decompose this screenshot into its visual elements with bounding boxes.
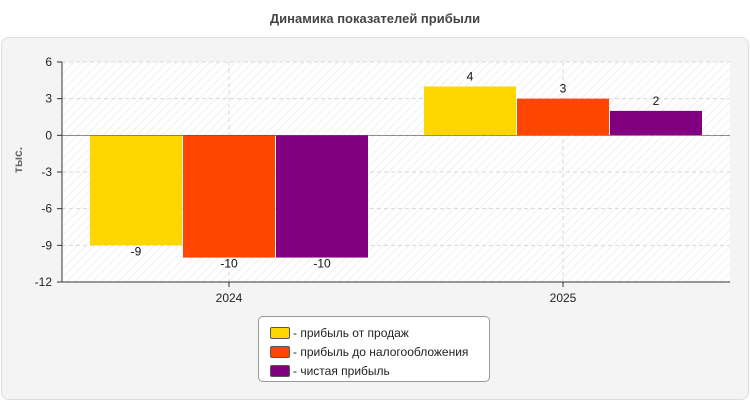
y-tick-label: -6: [41, 202, 52, 216]
legend-swatch-pretax-profit: [270, 345, 290, 358]
legend-label-pretax-profit: - прибыль до налогообложения: [293, 344, 469, 359]
legend: - прибыль от продаж - прибыль до налогоо…: [258, 316, 490, 382]
chart-title: Динамика показателей прибыли: [269, 11, 481, 26]
y-tick-label: 3: [45, 92, 52, 106]
bar-2024-2: [183, 135, 275, 258]
y-tick-label: 6: [45, 55, 52, 69]
y-tick-label: -3: [41, 165, 52, 179]
y-tick-label: -12: [35, 275, 53, 289]
legend-item-net-profit: - чистая прибыль: [259, 361, 489, 380]
bars: [90, 86, 702, 258]
legend-swatch-net-profit: [270, 364, 290, 377]
legend-item-pretax-profit: - прибыль до налогообложения: [259, 342, 489, 361]
bar-2024-1: [90, 135, 182, 246]
legend-label-sales-profit: - прибыль от продаж: [293, 325, 409, 340]
x-tick-label: 2024: [216, 291, 243, 305]
legend-label-net-profit: - чистая прибыль: [293, 363, 390, 378]
y-tick-label: 0: [45, 128, 52, 142]
bar-2025-2: [517, 98, 609, 136]
bar-label-2025-2: 3: [560, 82, 567, 96]
bar-2025-1: [424, 86, 516, 136]
x-tick-label: 2025: [550, 291, 577, 305]
y-tick-label: -9: [41, 238, 52, 252]
bar-label-2024-2: -10: [220, 257, 238, 271]
bar-label-2025-1: 4: [467, 69, 474, 83]
bar-label-2025-3: 2: [653, 94, 660, 108]
axes: -12 -9 -6 -3 0 3 6 2024 2025: [35, 55, 730, 305]
y-axis-label: тыс.: [11, 147, 25, 173]
bar-2024-3: [276, 135, 368, 258]
legend-item-sales-profit: - прибыль от продаж: [259, 323, 489, 342]
bar-2025-3: [610, 110, 702, 136]
bar-label-2024-1: -9: [131, 244, 142, 258]
bar-label-2024-3: -10: [313, 257, 331, 271]
data-labels: -9 -10 -10 4 3 2: [131, 69, 660, 270]
legend-swatch-sales-profit: [270, 326, 290, 339]
